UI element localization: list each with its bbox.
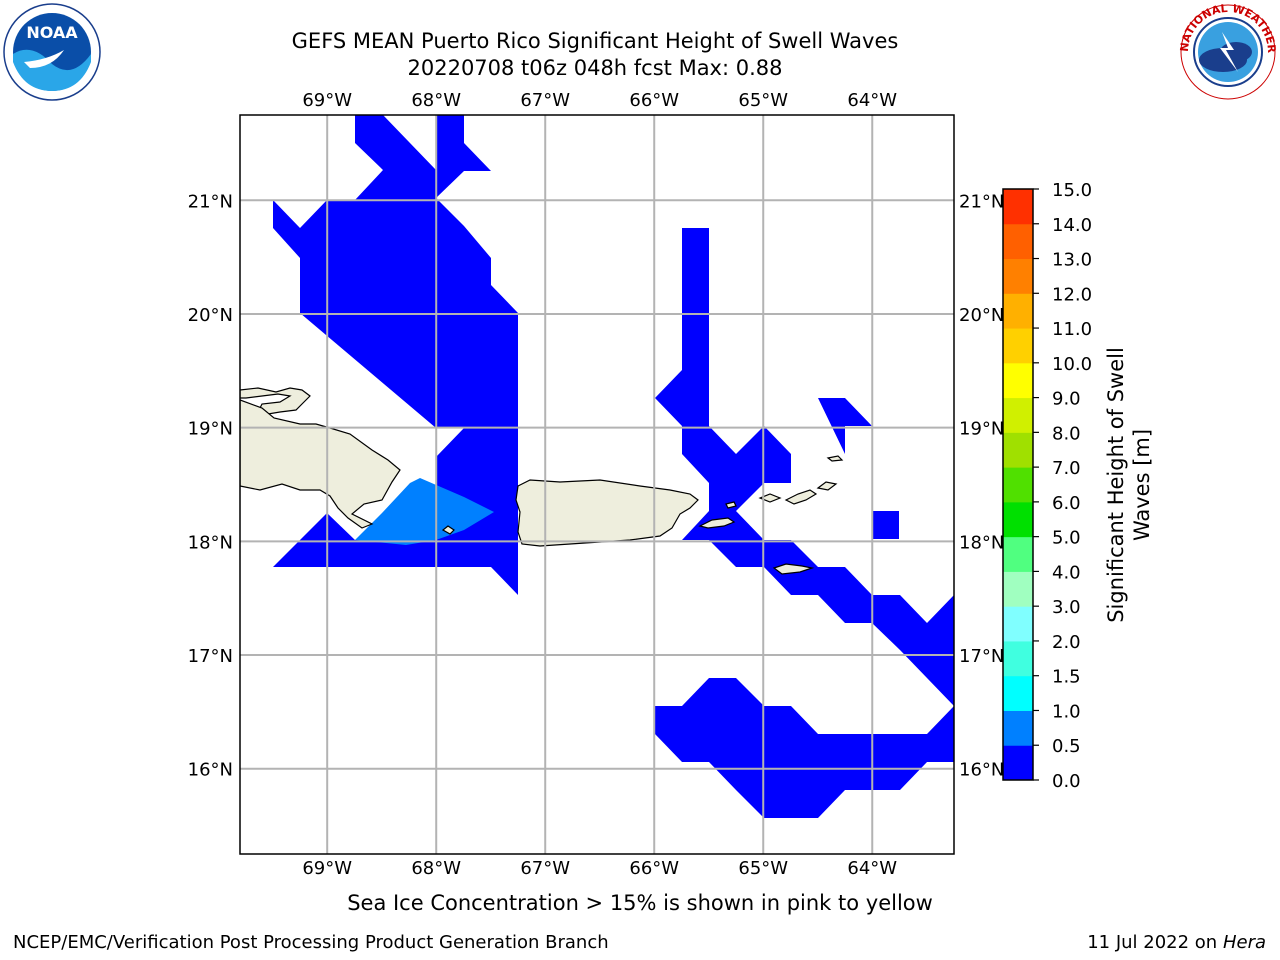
colorbar-swatch — [1003, 640, 1033, 677]
colorbar-label-line1: Significant Height of Swell — [1104, 347, 1128, 623]
colorbar-tick-label: 15.0 — [1052, 180, 1092, 201]
lat-tick-left: 17°N — [188, 646, 233, 667]
gridlines — [240, 115, 954, 854]
lat-tick-right: 18°N — [959, 532, 1004, 553]
colorbar: 0.0 0.5 1.0 1.5 2.0 3.0 4.0 5.0 6.0 7.0 8.0 9.0 10.0… — [1002, 180, 1154, 792]
colorbar-swatch — [1003, 675, 1033, 711]
lat-tick-right: 19°N — [959, 419, 1004, 440]
noaa-logo: NOAA — [3, 3, 101, 101]
colorbar-swatch — [1003, 745, 1033, 781]
lat-tick-right: 20°N — [959, 305, 1004, 326]
chart-subtitle: 20220708 t06z 048h fcst Max: 0.88 — [407, 56, 783, 80]
nws-logo: NATIONAL WEATHER SERVICE — [1178, 2, 1278, 100]
swell-region-low — [273, 115, 954, 818]
colorbar-tick-label: 13.0 — [1052, 250, 1092, 271]
noaa-logo-text: NOAA — [26, 23, 78, 42]
footer-left: NCEP/EMC/Verification Post Processing Pr… — [13, 932, 609, 953]
lon-tick-bottom: 64°W — [847, 858, 897, 879]
map-frame — [239, 114, 955, 855]
colorbar-swatch — [1003, 293, 1033, 329]
lon-tick-top: 68°W — [411, 90, 461, 111]
lon-tick-bottom: 68°W — [411, 858, 461, 879]
swell-region-mid — [355, 478, 494, 545]
colorbar-tick-label: 7.0 — [1052, 458, 1081, 479]
colorbar-tick-label: 0.0 — [1052, 771, 1081, 792]
footer-date: 11 Jul 2022 on — [1087, 932, 1223, 953]
colorbar-tick-label: 10.0 — [1052, 354, 1092, 375]
colorbar-swatch — [1003, 467, 1033, 503]
colorbar-swatch — [1003, 710, 1033, 746]
colorbar-tick-label: 3.0 — [1052, 597, 1081, 618]
colorbar-swatch — [1003, 189, 1033, 225]
lat-ticks-right: 21°N 20°N 19°N 18°N 17°N 16°N — [959, 191, 1004, 780]
footer-right: 11 Jul 2022 on Hera — [1087, 932, 1266, 953]
lat-tick-right: 21°N — [959, 191, 1004, 212]
colorbar-swatch — [1003, 501, 1033, 538]
colorbar-tick-label: 0.5 — [1052, 736, 1081, 757]
lat-tick-left: 19°N — [188, 419, 233, 440]
colorbar-swatch — [1003, 536, 1033, 572]
colorbar-tick-label: 6.0 — [1052, 493, 1081, 514]
colorbar-tick-label: 12.0 — [1052, 284, 1092, 305]
lon-tick-top: 69°W — [302, 90, 352, 111]
lon-ticks-top: 69°W 68°W 67°W 66°W 65°W 64°W — [302, 90, 897, 111]
land-masses — [240, 387, 844, 575]
lat-tick-left: 20°N — [188, 305, 233, 326]
colorbar-tick-label: 11.0 — [1052, 319, 1092, 340]
colorbar-swatch — [1003, 432, 1033, 468]
lon-tick-bottom: 67°W — [520, 858, 570, 879]
colorbar-label-line2: Waves [m] — [1130, 429, 1154, 541]
lat-tick-left: 21°N — [188, 191, 233, 212]
colorbar-tick-label: 8.0 — [1052, 423, 1081, 444]
lon-tick-top: 64°W — [847, 90, 897, 111]
colorbar-tick-label: 5.0 — [1052, 528, 1081, 549]
colorbar-swatch — [1003, 258, 1033, 294]
colorbar-tick-label: 9.0 — [1052, 389, 1081, 410]
lon-tick-bottom: 66°W — [629, 858, 679, 879]
footer-host: Hera — [1222, 932, 1266, 953]
lat-tick-right: 17°N — [959, 646, 1004, 667]
lat-tick-left: 16°N — [188, 760, 233, 781]
lon-tick-top: 66°W — [629, 90, 679, 111]
colorbar-swatch — [1003, 223, 1033, 260]
lon-tick-top: 67°W — [520, 90, 570, 111]
colorbar-swatch — [1003, 328, 1033, 364]
colorbar-tick-label: 4.0 — [1052, 562, 1081, 583]
lat-tick-right: 16°N — [959, 760, 1004, 781]
colorbar-swatch — [1003, 606, 1033, 642]
lon-tick-top: 65°W — [738, 90, 788, 111]
colorbar-swatch — [1003, 397, 1033, 433]
lat-tick-left: 18°N — [188, 532, 233, 553]
colorbar-tick-label: 1.5 — [1052, 667, 1081, 688]
colorbar-tick-label: 2.0 — [1052, 632, 1081, 653]
lon-tick-bottom: 65°W — [738, 858, 788, 879]
colorbar-tick-label: 1.0 — [1052, 701, 1081, 722]
colorbar-swatch — [1003, 362, 1033, 399]
sea-ice-caption: Sea Ice Concentration > 15% is shown in … — [347, 891, 933, 915]
chart-title: GEFS MEAN Puerto Rico Significant Height… — [291, 29, 899, 53]
colorbar-swatch — [1003, 571, 1033, 607]
lon-tick-bottom: 69°W — [302, 858, 352, 879]
lon-ticks-bottom: 69°W 68°W 67°W 66°W 65°W 64°W — [302, 858, 897, 879]
colorbar-tick-label: 14.0 — [1052, 215, 1092, 236]
puerto-rico — [515, 479, 699, 547]
lat-ticks-left: 21°N 20°N 19°N 18°N 17°N 16°N — [188, 191, 233, 780]
colorbar-frame — [1002, 188, 1034, 781]
